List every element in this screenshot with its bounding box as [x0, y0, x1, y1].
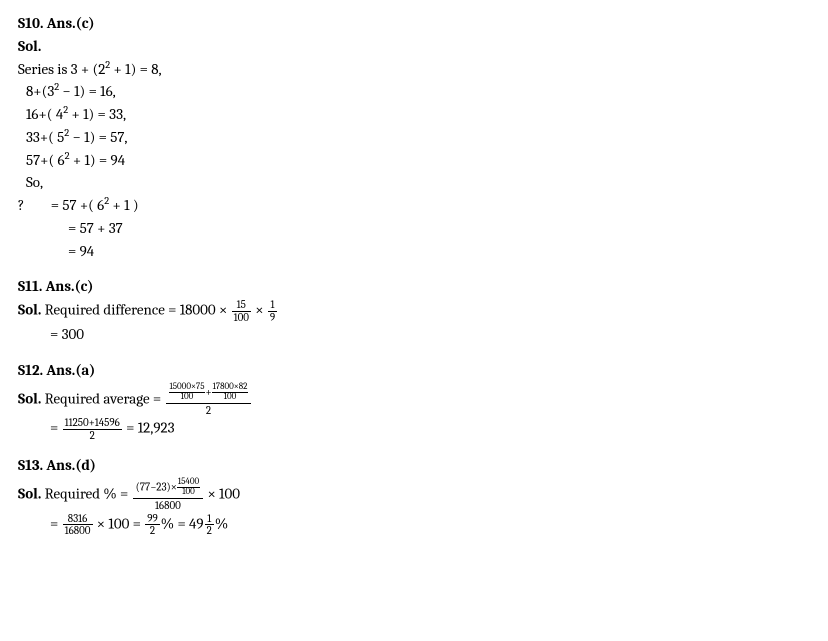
s12-tf2: 17800×82100 [212, 383, 249, 402]
s12-outer-den: 2 [166, 403, 252, 417]
s13-pcteq: % = 49 [161, 514, 204, 532]
s12-header: S12. Ans.(a) [18, 360, 810, 382]
s13-nprefix: (77−23)× [136, 481, 177, 494]
s13-f2: 831616800 [63, 513, 93, 537]
s11-f1n: 15 [232, 299, 251, 311]
s11-text1: Required difference = 18000 × [41, 301, 230, 319]
solution-s13: S13. Ans.(d) Sol. Required % = (77−23)×1… [18, 455, 810, 536]
s10-l3b: + 1) = 33, [68, 105, 126, 123]
s11-sol: Sol. [18, 301, 41, 319]
s10-line3: 16+( 42 + 1) = 33, [18, 104, 810, 126]
s13-pct: % [215, 514, 228, 532]
s12-f3n: 11250+14596 [63, 417, 122, 429]
s10-line4: 33+( 52 − 1) = 57, [18, 127, 810, 149]
s13-text1: Required % = [41, 484, 131, 502]
s12-result: = 12,923 [123, 419, 175, 437]
s10-q1a: ? = 57 +( 6 [18, 196, 104, 214]
s13-line1: Sol. Required % = (77−23)×1540010016800 … [18, 478, 810, 512]
s13-outer-num: (77−23)×15400100 [133, 478, 203, 498]
s12-text1: Required average = [41, 389, 164, 407]
s13-f2n: 8316 [63, 513, 93, 525]
s12-eq2: = [50, 419, 62, 437]
s13-outer-den: 16800 [133, 498, 203, 512]
s11-f2n: 1 [268, 299, 277, 311]
s10-l4a: 33+( 5 [26, 128, 64, 146]
s10-q1b: + 1 ) [109, 196, 138, 214]
s13-f4: 12 [205, 513, 214, 537]
s11-line1: Sol. Required difference = 18000 × 15100… [18, 299, 810, 323]
s10-line5: 57+( 62 + 1) = 94 [18, 150, 810, 172]
s13-mid: × 100 = [94, 514, 145, 532]
s10-q3: = 94 [18, 241, 810, 263]
s11-f2d: 9 [268, 311, 277, 324]
s11-frac1: 15100 [232, 299, 251, 323]
s10-header: S10. Ans.(c) [18, 13, 810, 35]
s12-line2: = 11250+145962 = 12,923 [18, 417, 810, 441]
s12-f3d: 2 [63, 429, 122, 442]
s13-f4n: 1 [205, 513, 214, 525]
solution-s12: S12. Ans.(a) Sol. Required average = 150… [18, 360, 810, 441]
s13-tf1: 15400100 [177, 478, 200, 497]
s12-outer-frac: 15000×75100+17800×821002 [166, 383, 252, 417]
s13-line2: = 831616800 × 100 = 992% = 4912% [18, 513, 810, 537]
s12-tf2n: 17800×82 [212, 383, 249, 392]
s13-outer-frac: (77−23)×1540010016800 [133, 478, 203, 512]
s10-l2b: − 1) = 16, [59, 82, 116, 100]
s10-l1a: Series is 3 + (2 [18, 60, 105, 78]
solution-s11: S11. Ans.(c) Sol. Required difference = … [18, 276, 810, 346]
s12-tf1n: 15000×75 [169, 383, 206, 392]
s10-so: So, [18, 172, 810, 194]
s11-header: S11. Ans.(c) [18, 276, 810, 298]
s10-l1b: + 1) = 8, [110, 60, 161, 78]
s10-l2a: 8+(3 [26, 82, 54, 100]
s12-tf1d: 100 [169, 392, 206, 402]
s10-l5b: + 1) = 94 [70, 151, 126, 169]
s12-tf2d: 100 [212, 392, 249, 402]
s10-l3a: 16+( 4 [26, 105, 63, 123]
s10-q2: = 57 + 37 [18, 218, 810, 240]
s13-tf1n: 15400 [177, 478, 200, 487]
s12-line1: Sol. Required average = 15000×75100+1780… [18, 383, 810, 417]
s11-f1d: 100 [232, 311, 251, 324]
s13-f3: 992 [145, 513, 160, 537]
s12-f3: 11250+145962 [63, 417, 122, 441]
s11-result: = 300 [18, 324, 810, 346]
s13-eq2: = [50, 514, 62, 532]
s13-times100: × 100 [204, 484, 240, 502]
s12-tf1: 15000×75100 [169, 383, 206, 402]
solution-s10: S10. Ans.(c) Sol. Series is 3 + (22 + 1)… [18, 13, 810, 262]
s10-line1: Series is 3 + (22 + 1) = 8, [18, 59, 810, 81]
s13-f4d: 2 [205, 524, 214, 537]
s10-l5a: 57+( 6 [26, 151, 65, 169]
s12-outer-num: 15000×75100+17800×82100 [166, 383, 252, 403]
s11-frac2: 19 [268, 299, 277, 323]
s13-header: S13. Ans.(d) [18, 455, 810, 477]
s13-tf1d: 100 [177, 487, 200, 497]
s10-sol: Sol. [18, 36, 810, 58]
s13-sol: Sol. [18, 484, 41, 502]
s13-f2d: 16800 [63, 524, 93, 537]
s11-times: × [252, 301, 267, 319]
s10-l4b: − 1) = 57, [69, 128, 127, 146]
s12-sol: Sol. [18, 389, 41, 407]
s13-f3d: 2 [145, 524, 160, 537]
s10-q1: ? = 57 +( 62 + 1 ) [18, 195, 810, 217]
s10-line2: 8+(32 − 1) = 16, [18, 81, 810, 103]
s13-f3n: 99 [145, 513, 160, 525]
